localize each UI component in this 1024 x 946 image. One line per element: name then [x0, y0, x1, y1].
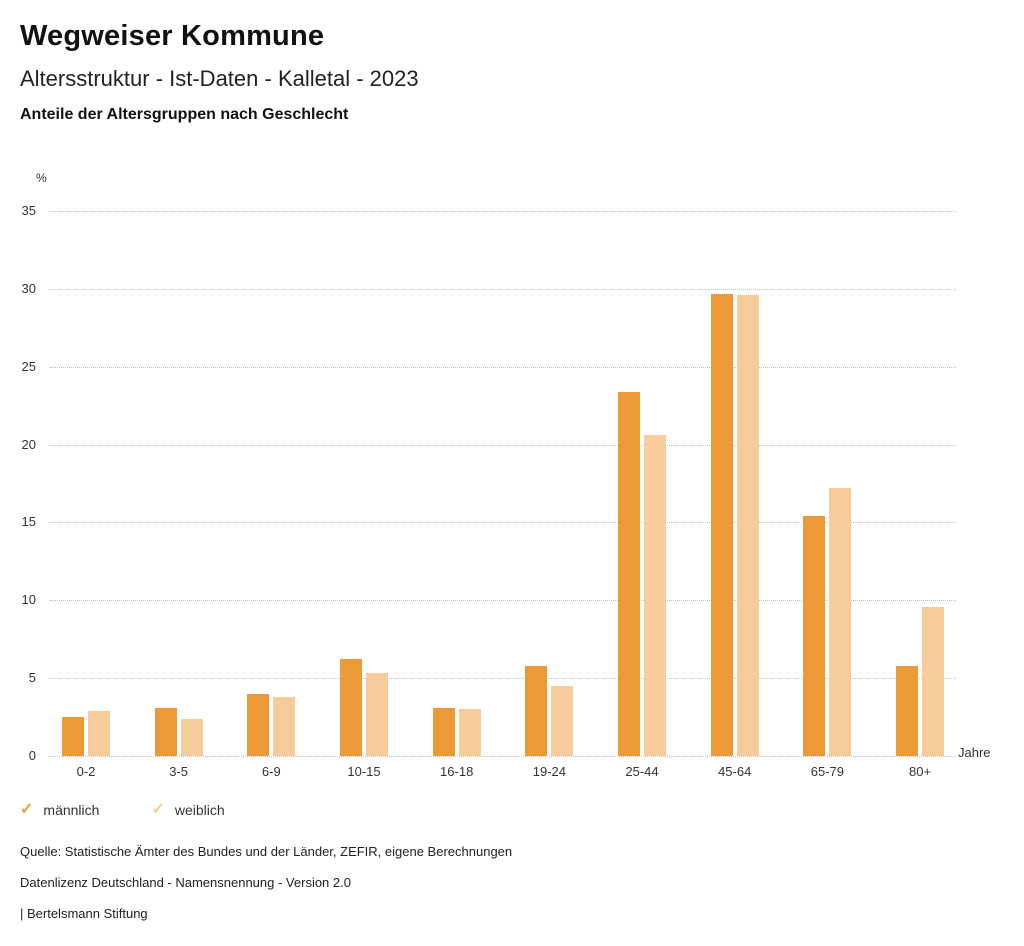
bar-männlich-6-9[interactable] [247, 693, 270, 756]
bar-weiblich-10-15[interactable] [366, 673, 388, 756]
checkmark-icon: ✓ [20, 801, 34, 818]
y-tick-label-25: 25 [21, 358, 36, 374]
x-tick-label-0-2: 0-2 [76, 764, 96, 779]
bar-weiblich-19-24[interactable] [551, 685, 574, 756]
y-tick-label-5: 5 [28, 670, 36, 686]
chart-heading: Anteile der Altersgruppen nach Geschlech… [20, 106, 349, 123]
plot-area [50, 211, 956, 757]
bar-weiblich-3-5[interactable] [180, 718, 203, 756]
legend: ✓ männlich ✓ weiblich [20, 801, 225, 819]
bar-weiblich-6-9[interactable] [273, 696, 296, 756]
x-tick-label-10-15: 10-15 [347, 764, 381, 779]
gridline-0 [50, 756, 956, 757]
bar-männlich-3-5[interactable] [154, 707, 177, 756]
x-tick-label-3-5: 3-5 [169, 764, 189, 779]
legend-label: männlich [43, 802, 100, 818]
gridline-15 [50, 522, 956, 524]
x-tick-label-16-18: 16-18 [440, 764, 474, 779]
x-tick-label-80+: 80+ [908, 764, 932, 779]
bar-weiblich-25-44[interactable] [644, 435, 667, 756]
bar-weiblich-45-64[interactable] [736, 295, 759, 756]
bar-männlich-65-79[interactable] [803, 516, 826, 756]
bar-weiblich-65-79[interactable] [829, 488, 852, 756]
y-tick-label-15: 15 [21, 514, 36, 530]
bar-männlich-10-15[interactable] [340, 659, 362, 756]
gridline-10 [50, 600, 956, 602]
bar-weiblich-0-2[interactable] [88, 710, 110, 756]
x-tick-label-19-24: 19-24 [532, 764, 566, 779]
gridline-25 [50, 366, 956, 368]
bar-männlich-80+[interactable] [896, 665, 919, 756]
gridline-30 [50, 288, 956, 290]
legend-label: weiblich [174, 802, 225, 818]
bar-weiblich-80+[interactable] [922, 606, 945, 756]
x-tick-label-45-64: 45-64 [718, 764, 752, 779]
y-tick-label-35: 35 [21, 203, 36, 218]
page-subtitle: Altersstruktur - Ist-Daten - Kalletal - … [20, 66, 419, 91]
page-title: Wegweiser Kommune [20, 20, 325, 52]
y-tick-label-20: 20 [21, 436, 36, 452]
gridline-20 [50, 444, 956, 446]
y-axis-ticks: 0 5 10 15 20 25 30 35 [0, 203, 36, 763]
gridline-5 [50, 678, 956, 680]
bar-männlich-0-2[interactable] [62, 717, 84, 756]
legend-item-weiblich[interactable]: ✓ weiblich [151, 801, 225, 819]
bar-männlich-45-64[interactable] [710, 293, 733, 756]
x-tick-label-25-44: 25-44 [625, 764, 659, 779]
y-tick-label-30: 30 [21, 280, 36, 296]
bar-männlich-16-18[interactable] [432, 707, 455, 756]
footer-license: Datenlizenz Deutschland - Namensnennung … [20, 875, 351, 890]
x-axis-unit-label: Jahre [958, 745, 991, 760]
gridline-35 [50, 211, 956, 212]
footer-source: Quelle: Statistische Ämter des Bundes un… [20, 844, 513, 859]
y-tick-label-0: 0 [28, 748, 36, 763]
x-tick-label-65-79: 65-79 [810, 764, 844, 779]
footer-attribution: | Bertelsmann Stiftung [20, 906, 148, 921]
checkmark-icon: ✓ [151, 801, 165, 818]
y-tick-label-10: 10 [21, 592, 36, 608]
y-axis-unit-label: % [36, 171, 47, 185]
bar-weiblich-16-18[interactable] [458, 709, 481, 756]
bar-männlich-25-44[interactable] [618, 391, 641, 756]
bar-männlich-19-24[interactable] [525, 665, 548, 756]
x-axis-ticks: 0-2 3-5 6-9 10-15 16-18 19-24 25-44 45-64 65-79 8… [50, 764, 956, 782]
x-tick-label-6-9: 6-9 [261, 764, 281, 779]
legend-item-männlich[interactable]: ✓ männlich [20, 801, 100, 819]
